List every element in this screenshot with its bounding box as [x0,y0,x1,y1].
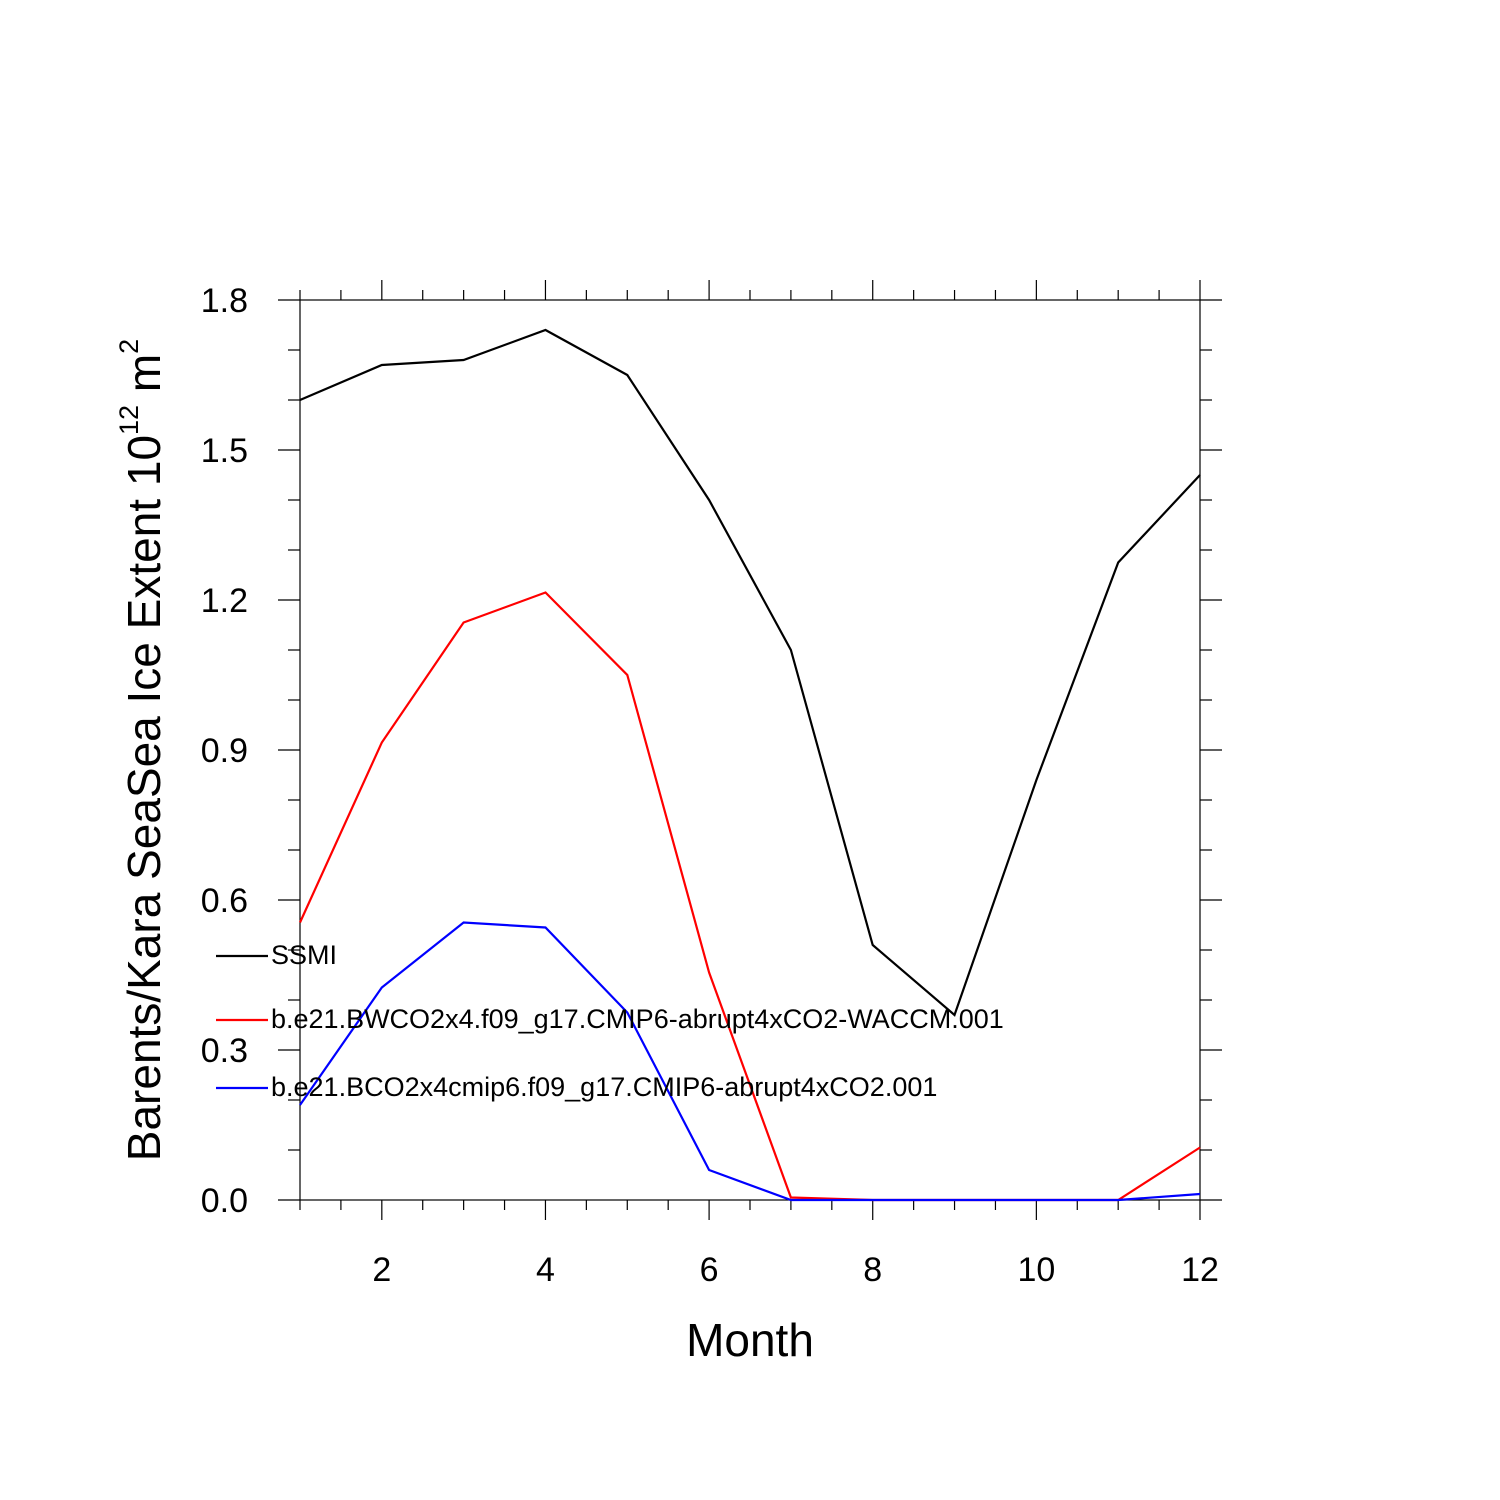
y-tick-label: 0.3 [201,1032,248,1070]
x-tick-label: 8 [863,1251,882,1289]
x-tick-label: 12 [1181,1251,1219,1289]
y-tick-label: 0.0 [201,1182,248,1220]
x-tick-label: 6 [700,1251,719,1289]
y-axis-title-exponent: 12 [114,405,144,435]
plot-frame [299,299,1201,1201]
y-axis-title-unit: m [118,354,170,405]
y-tick-labels: 0.0 0.3 0.6 0.9 1.2 1.5 1.8 [201,282,248,1220]
x-axis-title: Month [686,1314,814,1366]
series-line-cmip6 [299,921,1201,1202]
x-tick-label: 10 [1017,1251,1055,1289]
legend-label-waccm: b.e21.BWCO2x4.f09_g17.CMIP6-abrupt4xCO2-… [271,1004,1004,1034]
legend-label-cmip6: b.e21.BCO2x4cmip6.f09_g17.CMIP6-abrupt4x… [271,1072,937,1102]
x-tick-label: 2 [372,1251,391,1289]
y-axis-title-unit-exponent: 2 [114,339,144,354]
series-lines [298,328,1201,1202]
y-tick-label: 1.5 [201,432,248,470]
y-tick-label: 0.6 [201,882,248,920]
legend: SSMI b.e21.BWCO2x4.f09_g17.CMIP6-abrupt4… [216,940,1004,1102]
y-axis-title-main: Barents/Kara SeaSea Ice Extent 10 [118,435,170,1161]
y-tick-label: 1.8 [201,282,248,320]
series-line-ssmi [299,328,1201,1017]
x-tick-labels: 2 4 6 8 10 12 [372,1251,1219,1289]
legend-label-ssmi: SSMI [271,940,337,970]
y-tick-label: 1.2 [201,582,248,620]
axis-ticks [278,280,1222,1220]
x-tick-label: 4 [536,1251,555,1289]
series-line-waccm [298,591,1201,1202]
y-axis-title: Barents/Kara SeaSea Ice Extent 1012 m2 [114,339,170,1161]
y-tick-label: 0.9 [201,732,248,770]
